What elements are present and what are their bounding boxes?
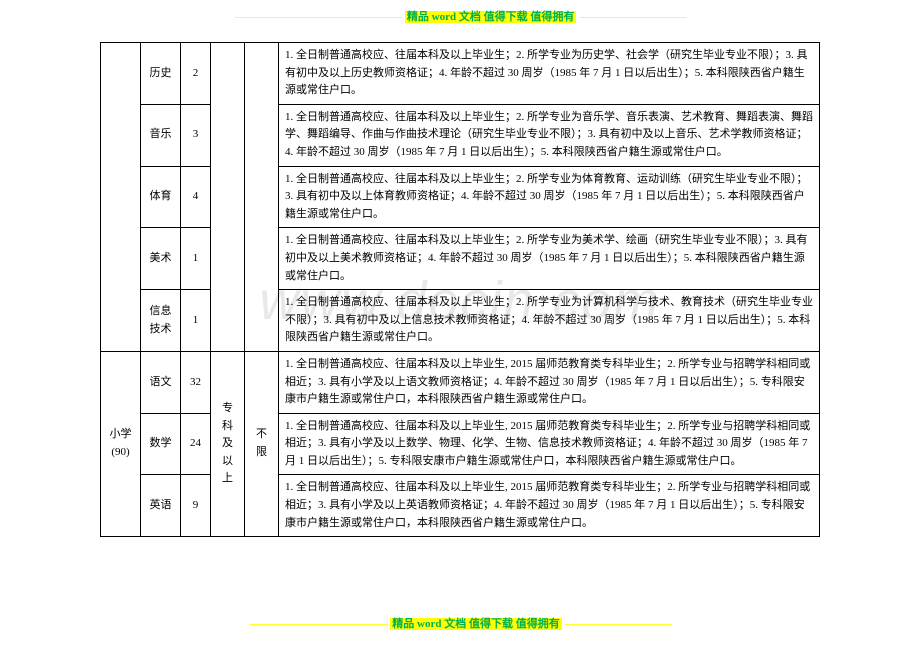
footer-dashes-left: ----------------------------------------… bbox=[249, 618, 387, 630]
subject-cell: 数学 bbox=[141, 413, 181, 475]
bottom-banner: ----------------------------------------… bbox=[0, 615, 920, 631]
recruitment-table: 历史2 1. 全日制普通高校应、往届本科及以上毕业生；2. 所学专业为历史学、社会… bbox=[100, 42, 820, 537]
requirement-cell: 1. 全日制普通高校应、往届本科及以上毕业生, 2015 届师范教育类专科毕业生… bbox=[279, 351, 820, 413]
requirement-cell: 1. 全日制普通高校应、往届本科及以上毕业生；2. 所学专业为体育教育、运动训练… bbox=[279, 166, 820, 228]
stage-cell: 小学(90) bbox=[101, 351, 141, 536]
requirement-cell: 1. 全日制普通高校应、往届本科及以上毕业生；2. 所学专业为音乐学、音乐表演、… bbox=[279, 104, 820, 166]
footer-text: 精品 word 文档 值得下载 值得拥有 bbox=[390, 618, 561, 630]
table-row: 美术1 1. 全日制普通高校应、往届本科及以上毕业生；2. 所学专业为美术学、绘画… bbox=[101, 228, 820, 290]
table-row: 音乐3 1. 全日制普通高校应、往届本科及以上毕业生；2. 所学专业为音乐学、音乐… bbox=[101, 104, 820, 166]
footer-dashes-right: ---------------------------------------- bbox=[564, 618, 671, 630]
table-row: 历史2 1. 全日制普通高校应、往届本科及以上毕业生；2. 所学专业为历史学、社会… bbox=[101, 43, 820, 105]
count-cell: 32 bbox=[181, 351, 211, 413]
subject-cell: 信息技术 bbox=[141, 290, 181, 352]
subject-cell: 美术 bbox=[141, 228, 181, 290]
table-row: 英语9 1. 全日制普通高校应、往届本科及以上毕业生, 2015 届师范教育类专科… bbox=[101, 475, 820, 537]
subject-cell: 英语 bbox=[141, 475, 181, 537]
requirement-cell: 1. 全日制普通高校应、往届本科及以上毕业生；2. 所学专业为历史学、社会学（研… bbox=[279, 43, 820, 105]
count-cell: 24 bbox=[181, 413, 211, 475]
banner-dashes-left: ----------------------------------------… bbox=[234, 11, 402, 23]
requirement-cell: 1. 全日制普通高校应、往届本科及以上毕业生, 2015 届师范教育类专科毕业生… bbox=[279, 475, 820, 537]
count-cell: 3 bbox=[181, 104, 211, 166]
requirement-cell: 1. 全日制普通高校应、往届本科及以上毕业生, 2015 届师范教育类专科毕业生… bbox=[279, 413, 820, 475]
count-cell: 1 bbox=[181, 290, 211, 352]
count-cell: 2 bbox=[181, 43, 211, 105]
gender-cell: 不限 bbox=[245, 351, 279, 536]
stage-cell-blank bbox=[101, 43, 141, 352]
table-row: 信息技术1 1. 全日制普通高校应、往届本科及以上毕业生；2. 所学专业为计算机科… bbox=[101, 290, 820, 352]
table-container: 历史2 1. 全日制普通高校应、往届本科及以上毕业生；2. 所学专业为历史学、社会… bbox=[0, 32, 920, 537]
subject-cell: 语文 bbox=[141, 351, 181, 413]
count-cell: 4 bbox=[181, 166, 211, 228]
banner-text: 精品 word 文档 值得下载 值得拥有 bbox=[405, 11, 576, 23]
banner-dashes-right: ---------------------------------------- bbox=[579, 11, 686, 23]
table-row: 数学24 1. 全日制普通高校应、往届本科及以上毕业生, 2015 届师范教育类专… bbox=[101, 413, 820, 475]
count-cell: 9 bbox=[181, 475, 211, 537]
subject-cell: 体育 bbox=[141, 166, 181, 228]
table-row: 小学(90)语文32专科及以上不限1. 全日制普通高校应、往届本科及以上毕业生,… bbox=[101, 351, 820, 413]
degree-cell-blank bbox=[211, 43, 245, 352]
top-banner: ----------------------------------------… bbox=[0, 0, 920, 32]
subject-cell: 音乐 bbox=[141, 104, 181, 166]
requirement-cell: 1. 全日制普通高校应、往届本科及以上毕业生；2. 所学专业为计算机科学与技术、… bbox=[279, 290, 820, 352]
gender-cell-blank bbox=[245, 43, 279, 352]
count-cell: 1 bbox=[181, 228, 211, 290]
degree-cell: 专科及以上 bbox=[211, 351, 245, 536]
subject-cell: 历史 bbox=[141, 43, 181, 105]
requirement-cell: 1. 全日制普通高校应、往届本科及以上毕业生；2. 所学专业为美术学、绘画（研究… bbox=[279, 228, 820, 290]
table-row: 体育4 1. 全日制普通高校应、往届本科及以上毕业生；2. 所学专业为体育教育、运… bbox=[101, 166, 820, 228]
